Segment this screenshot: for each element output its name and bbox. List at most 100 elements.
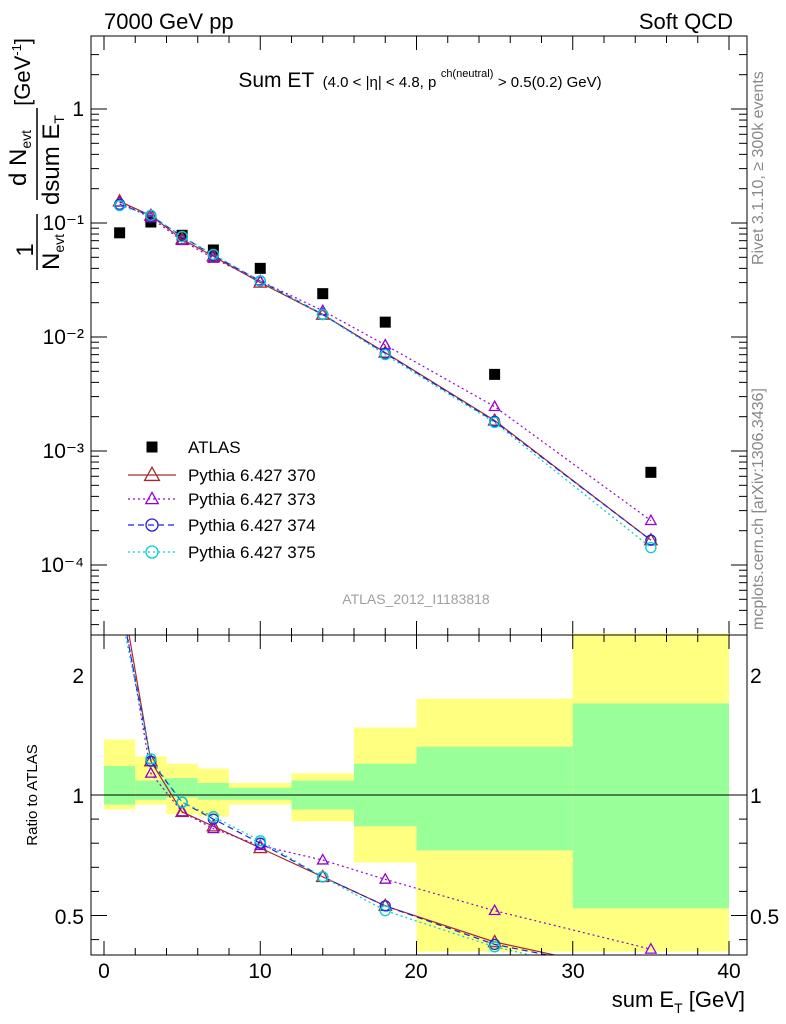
plot-title: Sum ET (4.0 < |η| < 4.8, p ch(neutral) >…	[238, 64, 601, 92]
data-point-0-4	[254, 262, 266, 274]
mcplots-label: mcplots.cern.ch [arXiv:1306.3436]	[750, 388, 767, 630]
ratio-point-1-5	[316, 853, 330, 865]
data-point-4-8	[645, 541, 657, 554]
x-axis-label-main: sum E	[612, 987, 674, 1012]
y-label-dsum-main: dsum E	[38, 124, 65, 205]
data-point-4-5	[317, 309, 329, 321]
ratio-line-2	[126, 635, 551, 955]
ratio-y-tick-labels: 0.5 1 2 0.5 1 2	[55, 665, 779, 929]
ratio-point-1-7	[488, 903, 501, 916]
plot-title-main: Sum ET	[238, 69, 314, 92]
data-point-4-7	[488, 416, 501, 429]
legend-label-370: Pythia 6.427 370	[188, 466, 316, 485]
data-point-2-4	[253, 274, 267, 286]
y-axis-label: 1 Nevt d Nevt dsum ET [GeV-1]	[5, 38, 67, 270]
ratio-tick-label-right-1: 1	[750, 785, 762, 808]
y-label-unit-main: [GeV	[10, 55, 35, 105]
ratio-point-1-1	[144, 766, 158, 778]
y-label-dsum-sub: T	[51, 115, 67, 124]
data-point-0-8	[645, 466, 657, 478]
ratio-band-inner	[572, 703, 729, 909]
legend-marker-1	[143, 465, 161, 482]
data-point-4-1	[145, 209, 157, 221]
ratio-band-inner	[104, 766, 136, 805]
main-panel: Sum ET (4.0 < |η| < 4.8, p ch(neutral) >…	[5, 35, 748, 636]
data-point-0-0	[114, 227, 126, 239]
ratio-point-1-6	[378, 872, 392, 884]
header-left: 7000 GeV pp	[104, 9, 234, 34]
ratio-point-1-2	[175, 805, 189, 817]
analysis-label: ATLAS_2012_I1183818	[342, 591, 490, 607]
x-tick-label-0: 0	[98, 960, 110, 983]
y-label-dn-sub: evt	[18, 130, 34, 149]
ratio-series	[124, 635, 658, 955]
ratio-axis-ticks	[91, 635, 747, 955]
x-axis-label-unit: [GeV]	[683, 987, 745, 1012]
ratio-tick-label-left-2: 2	[72, 665, 84, 688]
y-label-one: 1	[12, 243, 39, 256]
ratio-series-clipped	[124, 635, 658, 955]
ratio-band-inner	[197, 782, 229, 800]
rivet-label: Rivet 3.1.10, ≥ 300k events	[750, 71, 767, 265]
data-point-0-5	[317, 288, 329, 300]
legend-label-atlas: ATLAS	[188, 438, 241, 457]
x-tick-label-30: 30	[561, 960, 584, 983]
y-label-dn: d Nevt	[5, 130, 34, 186]
y-label-unit-sup: -1	[9, 44, 24, 56]
legend-label-375: Pythia 6.427 375	[188, 543, 316, 562]
legend-marker-2	[144, 491, 160, 505]
ratio-error-bands	[104, 633, 729, 952]
data-point-2-2	[175, 233, 189, 246]
y-label-nevt-sub: evt	[51, 234, 67, 253]
data-point-4-0	[113, 199, 126, 212]
ratio-point-1-3	[207, 821, 220, 834]
plot-title-selection: (4.0 < |η| < 4.8, p	[323, 74, 437, 91]
x-tick-label-20: 20	[404, 960, 427, 983]
ratio-point-3-2	[176, 796, 188, 808]
legend-marker-0	[146, 441, 158, 453]
data-point-0-7	[489, 368, 501, 380]
ratio-point-3-6	[379, 905, 391, 917]
data-point-2-8	[644, 513, 658, 526]
ratio-point-3-1	[145, 753, 157, 765]
x-tick-label-10: 10	[248, 960, 271, 983]
data-point-4-6	[379, 349, 391, 361]
y-tick-label-1e-3: 10⁻³	[43, 440, 84, 463]
legend-label-373: Pythia 6.427 373	[188, 490, 316, 509]
x-tick-label-40: 40	[717, 960, 740, 983]
data-point-4-4	[254, 275, 266, 287]
ratio-y-label: Ratio to ATLAS	[24, 744, 41, 845]
data-point-2-7	[488, 399, 501, 412]
ratio-point-1-8	[644, 942, 658, 954]
series-line-4	[119, 205, 652, 549]
main-axis-ticks	[91, 36, 747, 635]
data-point-3-8	[645, 534, 657, 546]
y-label-dn-main: d N	[5, 149, 32, 186]
ratio-point-2-6	[379, 900, 391, 912]
data-point-4-2	[176, 230, 188, 243]
ratio-panel: 0.5 1 2 0.5 1 2 Ratio to ATLAS 0 10 20 3…	[24, 633, 779, 1016]
y-label-dsum: dsum ET	[38, 115, 67, 205]
y-label-nevt-n: N	[38, 253, 65, 270]
series-line-1	[119, 200, 652, 541]
legend-label-374: Pythia 6.427 374	[188, 516, 316, 535]
y-tick-label-1e-2: 10⁻²	[43, 326, 84, 349]
ratio-band-inner	[229, 787, 292, 800]
header-right: Soft QCD	[639, 9, 733, 34]
ratio-point-3-3	[207, 811, 220, 823]
main-y-tick-labels: 10⁻⁴ 10⁻³ 10⁻² 10⁻¹ 1	[41, 98, 84, 577]
main-series	[112, 193, 659, 554]
y-label-unit: [GeV-1]	[9, 38, 35, 106]
y-label-unit-end: ]	[10, 38, 35, 44]
ratio-point-0-3	[206, 818, 221, 832]
ratio-point-3-7	[488, 941, 501, 953]
ratio-tick-label-right-2: 2	[750, 665, 762, 688]
y-tick-label-1e-4: 10⁻⁴	[41, 554, 84, 577]
ratio-line-3	[124, 635, 533, 955]
plot-title-sup: ch(neutral)	[441, 68, 494, 80]
ratio-band-inner	[135, 780, 167, 800]
ratio-point-3-5	[317, 871, 329, 883]
x-axis-label: sum ET [GeV]	[612, 987, 745, 1016]
x-tick-labels: 0 10 20 30 40	[98, 960, 741, 983]
